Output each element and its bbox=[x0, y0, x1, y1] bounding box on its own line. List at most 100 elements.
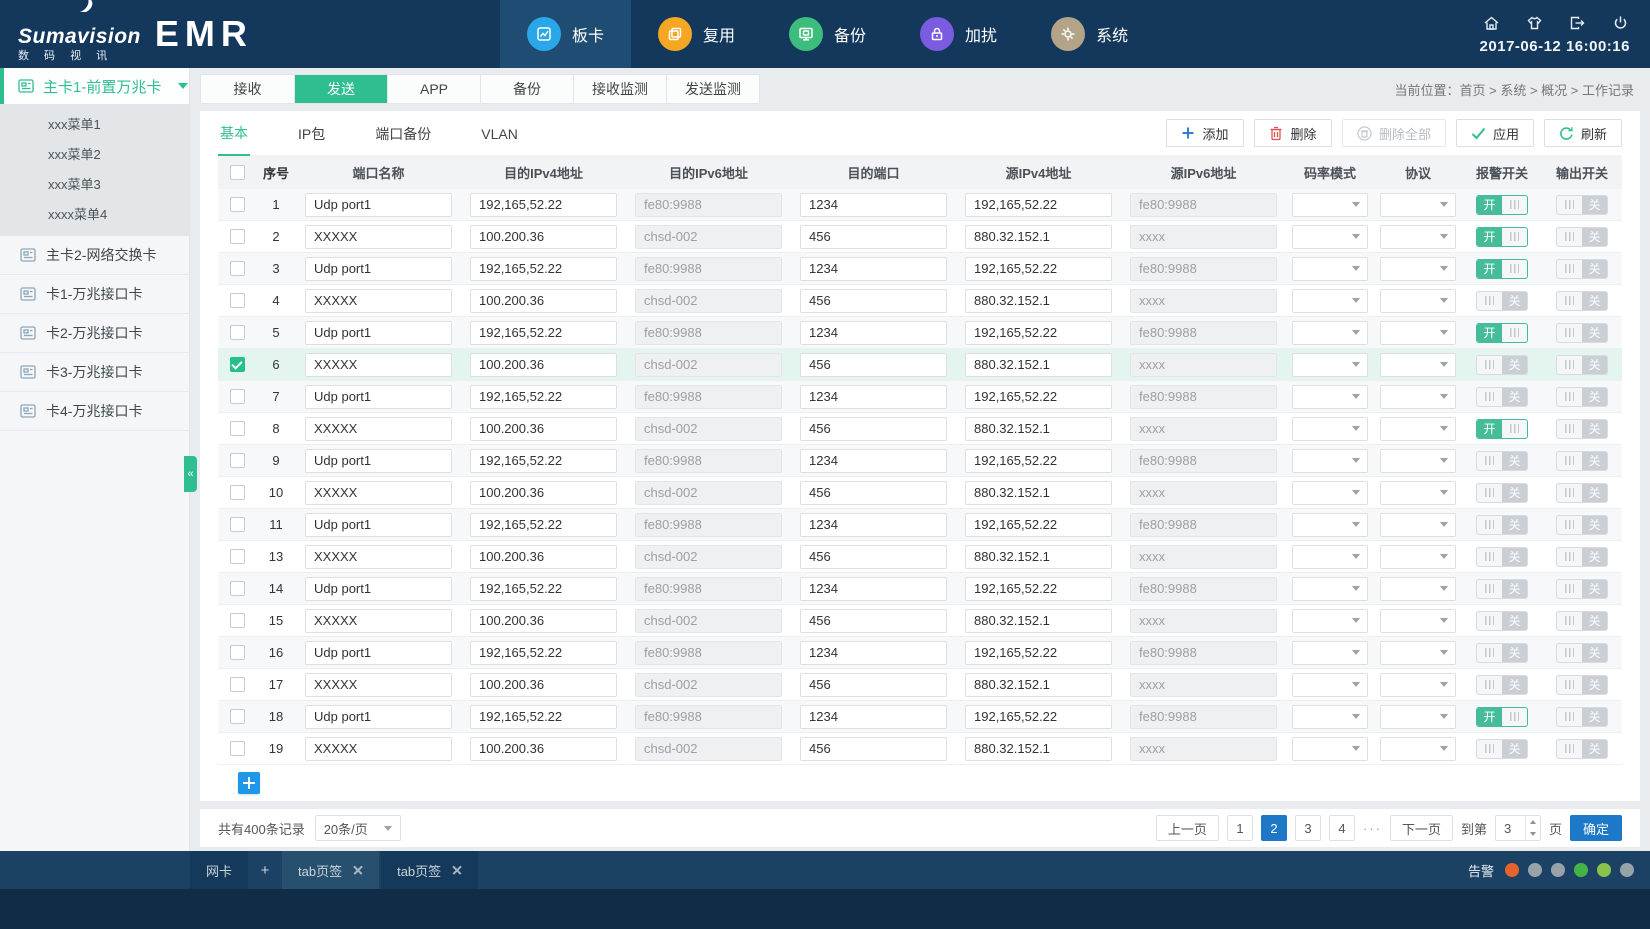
protocol-select[interactable] bbox=[1380, 736, 1456, 761]
sidebar-item-maincard1[interactable]: 主卡1-前置万兆卡 bbox=[0, 68, 189, 104]
rate-mode-select[interactable] bbox=[1292, 448, 1368, 473]
dst-port-input[interactable] bbox=[800, 192, 947, 217]
status-indicator-icon[interactable] bbox=[1505, 863, 1519, 877]
src-ipv4-input[interactable] bbox=[965, 256, 1112, 281]
dst-ipv4-input[interactable] bbox=[470, 352, 617, 377]
alarm-toggle[interactable]: 开 关 bbox=[1476, 226, 1528, 247]
dst-ipv4-input[interactable] bbox=[470, 224, 617, 249]
src-ipv4-input[interactable] bbox=[965, 512, 1112, 537]
dst-port-input[interactable] bbox=[800, 224, 947, 249]
rate-mode-select[interactable] bbox=[1292, 640, 1368, 665]
sidebar-item-card[interactable]: 卡3-万兆接口卡 bbox=[0, 353, 189, 392]
logout-icon[interactable] bbox=[1568, 14, 1587, 32]
row-checkbox[interactable] bbox=[229, 677, 245, 692]
prev-page-button[interactable]: 上一页 bbox=[1155, 815, 1219, 841]
row-checkbox[interactable] bbox=[229, 293, 245, 308]
sidebar-item-card[interactable]: 主卡2-网络交换卡 bbox=[0, 236, 189, 275]
port-name-input[interactable] bbox=[305, 416, 452, 441]
output-toggle[interactable]: 开 关 bbox=[1556, 386, 1608, 407]
dst-port-input[interactable] bbox=[800, 704, 947, 729]
port-name-input[interactable] bbox=[305, 736, 452, 761]
src-ipv4-input[interactable] bbox=[965, 192, 1112, 217]
sidebar-submenu-item[interactable]: xxx菜单3 bbox=[48, 177, 101, 192]
dst-port-input[interactable] bbox=[800, 448, 947, 473]
protocol-select[interactable] bbox=[1380, 576, 1456, 601]
protocol-select[interactable] bbox=[1380, 480, 1456, 505]
port-name-input[interactable] bbox=[305, 288, 452, 313]
rate-mode-select[interactable] bbox=[1292, 352, 1368, 377]
rate-mode-select[interactable] bbox=[1292, 320, 1368, 345]
rate-mode-select[interactable] bbox=[1292, 256, 1368, 281]
page-number-button[interactable]: 2 bbox=[1260, 815, 1287, 841]
protocol-select[interactable] bbox=[1380, 416, 1456, 441]
dst-ipv4-input[interactable] bbox=[470, 256, 617, 281]
row-checkbox[interactable] bbox=[229, 517, 245, 532]
sidebar-submenu-item[interactable]: xxx菜单2 bbox=[48, 147, 101, 162]
page-number-button[interactable]: 3 bbox=[1294, 815, 1321, 841]
theme-skin-icon[interactable] bbox=[1525, 14, 1544, 32]
alarm-toggle[interactable]: 开 关 bbox=[1476, 354, 1528, 375]
dst-port-input[interactable] bbox=[800, 384, 947, 409]
dst-port-input[interactable] bbox=[800, 576, 947, 601]
row-checkbox[interactable] bbox=[229, 325, 245, 340]
dst-ipv4-input[interactable] bbox=[470, 704, 617, 729]
subtab-ip-packet[interactable]: IP包 bbox=[298, 126, 326, 142]
statusbar-tab[interactable]: tab页签 bbox=[381, 851, 479, 889]
row-checkbox[interactable] bbox=[229, 581, 245, 596]
dst-port-input[interactable] bbox=[800, 480, 947, 505]
dst-ipv4-input[interactable] bbox=[470, 480, 617, 505]
home-icon[interactable] bbox=[1482, 14, 1501, 32]
sidebar-item-card[interactable]: 卡2-万兆接口卡 bbox=[0, 314, 189, 353]
dst-port-input[interactable] bbox=[800, 352, 947, 377]
dst-ipv4-input[interactable] bbox=[470, 608, 617, 633]
protocol-select[interactable] bbox=[1380, 640, 1456, 665]
page-number-button[interactable]: 4 bbox=[1328, 815, 1355, 841]
src-ipv4-input[interactable] bbox=[965, 544, 1112, 569]
row-checkbox[interactable] bbox=[229, 357, 245, 372]
alarm-toggle[interactable]: 开 关 bbox=[1476, 258, 1528, 279]
port-name-input[interactable] bbox=[305, 224, 452, 249]
output-toggle[interactable]: 开 关 bbox=[1556, 322, 1608, 343]
dst-port-input[interactable] bbox=[800, 544, 947, 569]
output-toggle[interactable]: 开 关 bbox=[1556, 578, 1608, 599]
dst-ipv4-input[interactable] bbox=[470, 512, 617, 537]
protocol-select[interactable] bbox=[1380, 256, 1456, 281]
src-ipv4-input[interactable] bbox=[965, 640, 1112, 665]
page-size-select[interactable]: 20条/页 bbox=[314, 815, 401, 841]
rate-mode-select[interactable] bbox=[1292, 288, 1368, 313]
src-ipv4-input[interactable] bbox=[965, 384, 1112, 409]
dst-port-input[interactable] bbox=[800, 256, 947, 281]
sidebar-submenu-item[interactable]: xxx菜单1 bbox=[48, 117, 101, 132]
dst-port-input[interactable] bbox=[800, 640, 947, 665]
add-row-button[interactable] bbox=[238, 772, 260, 794]
rate-mode-select[interactable] bbox=[1292, 736, 1368, 761]
alarm-toggle[interactable]: 开 关 bbox=[1476, 642, 1528, 663]
port-name-input[interactable] bbox=[305, 320, 452, 345]
dst-port-input[interactable] bbox=[800, 416, 947, 441]
alarm-toggle[interactable]: 开 关 bbox=[1476, 546, 1528, 567]
row-checkbox[interactable] bbox=[229, 645, 245, 660]
nav-item-scramble[interactable]: 加扰 bbox=[893, 0, 1024, 68]
alarm-toggle[interactable]: 开 关 bbox=[1476, 674, 1528, 695]
dst-ipv4-input[interactable] bbox=[470, 672, 617, 697]
output-toggle[interactable]: 开 关 bbox=[1556, 194, 1608, 215]
port-name-input[interactable] bbox=[305, 192, 452, 217]
port-name-input[interactable] bbox=[305, 704, 452, 729]
port-name-input[interactable] bbox=[305, 576, 452, 601]
alarm-toggle[interactable]: 开 关 bbox=[1476, 738, 1528, 759]
protocol-select[interactable] bbox=[1380, 608, 1456, 633]
protocol-select[interactable] bbox=[1380, 672, 1456, 697]
page-number-button[interactable]: 1 bbox=[1226, 815, 1253, 841]
row-checkbox[interactable] bbox=[229, 741, 245, 756]
rate-mode-select[interactable] bbox=[1292, 672, 1368, 697]
output-toggle[interactable]: 开 关 bbox=[1556, 514, 1608, 535]
stepper-down-icon[interactable] bbox=[1526, 828, 1540, 840]
alarm-toggle[interactable]: 开 关 bbox=[1476, 194, 1528, 215]
port-name-input[interactable] bbox=[305, 384, 452, 409]
row-checkbox[interactable] bbox=[229, 389, 245, 404]
rate-mode-select[interactable] bbox=[1292, 416, 1368, 441]
status-indicator-icon[interactable] bbox=[1597, 863, 1611, 877]
alarm-toggle[interactable]: 开 关 bbox=[1476, 482, 1528, 503]
dst-port-input[interactable] bbox=[800, 608, 947, 633]
src-ipv4-input[interactable] bbox=[965, 704, 1112, 729]
